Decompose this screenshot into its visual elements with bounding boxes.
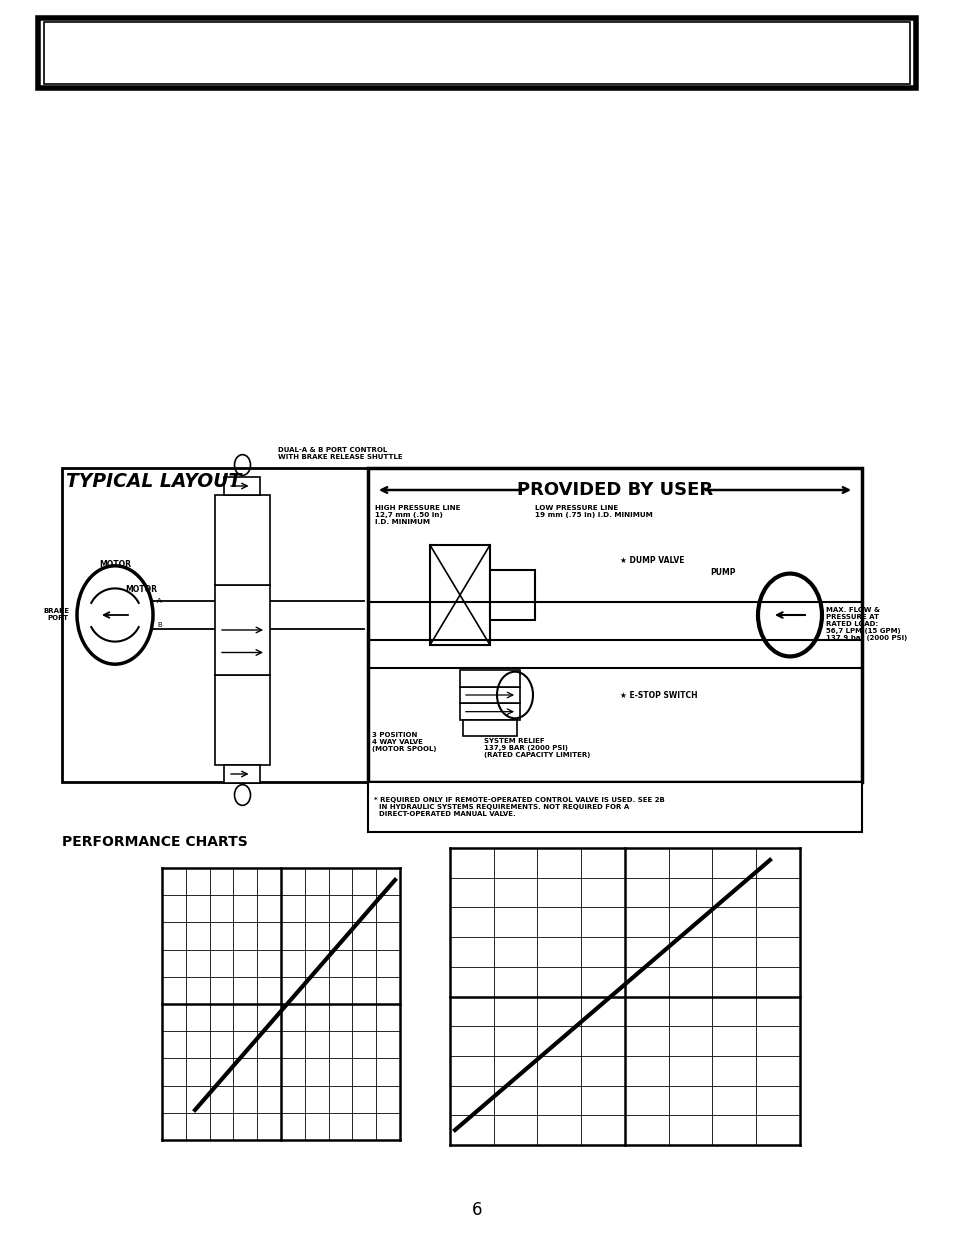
Text: DUAL-A & B PORT CONTROL
WITH BRAKE RELEASE SHUTTLE: DUAL-A & B PORT CONTROL WITH BRAKE RELEA… [277, 447, 402, 459]
FancyBboxPatch shape [459, 671, 519, 687]
FancyBboxPatch shape [430, 545, 490, 645]
Text: PERFORMANCE CHARTS: PERFORMANCE CHARTS [62, 835, 248, 848]
Text: MOTOR: MOTOR [99, 559, 131, 569]
FancyBboxPatch shape [490, 571, 535, 620]
Text: * REQUIRED ONLY IF REMOTE-OPERATED CONTROL VALVE IS USED. SEE 2B
  IN HYDRAULIC : * REQUIRED ONLY IF REMOTE-OPERATED CONTR… [374, 797, 664, 818]
FancyBboxPatch shape [459, 687, 519, 704]
Text: ★ DUMP VALVE: ★ DUMP VALVE [619, 556, 684, 564]
Text: A: A [157, 598, 162, 604]
Text: ★ E-STOP SWITCH: ★ E-STOP SWITCH [619, 690, 697, 699]
Text: BRAKE
PORT: BRAKE PORT [43, 609, 69, 621]
Text: MAX. FLOW &
PRESSURE AT
RATED LOAD:
56,7 LPM (15 GPM)
137,9 bar (2000 PSI): MAX. FLOW & PRESSURE AT RATED LOAD: 56,7… [825, 606, 906, 641]
FancyBboxPatch shape [224, 477, 260, 495]
Text: PUMP: PUMP [709, 568, 735, 577]
FancyBboxPatch shape [224, 764, 260, 783]
FancyBboxPatch shape [38, 19, 915, 88]
Text: PROVIDED BY USER: PROVIDED BY USER [517, 480, 712, 499]
Text: TYPICAL LAYOUT: TYPICAL LAYOUT [66, 472, 241, 492]
FancyBboxPatch shape [62, 468, 862, 782]
Text: SYSTEM RELIEF
137,9 BAR (2000 PSI)
(RATED CAPACITY LIMITER): SYSTEM RELIEF 137,9 BAR (2000 PSI) (RATE… [483, 739, 590, 758]
FancyBboxPatch shape [214, 585, 270, 676]
Text: 3 POSITION
4 WAY VALVE
(MOTOR SPOOL): 3 POSITION 4 WAY VALVE (MOTOR SPOOL) [372, 732, 436, 752]
FancyBboxPatch shape [459, 704, 519, 720]
FancyBboxPatch shape [368, 782, 862, 832]
FancyBboxPatch shape [368, 468, 862, 782]
FancyBboxPatch shape [44, 22, 909, 84]
FancyBboxPatch shape [214, 495, 270, 585]
FancyBboxPatch shape [462, 720, 517, 736]
Text: HIGH PRESSURE LINE
12,7 mm (.50 in)
I.D. MINIMUM: HIGH PRESSURE LINE 12,7 mm (.50 in) I.D.… [375, 505, 460, 525]
Text: 6: 6 [471, 1200, 482, 1219]
FancyBboxPatch shape [214, 676, 270, 764]
Text: LOW PRESSURE LINE
19 mm (.75 in) I.D. MINIMUM: LOW PRESSURE LINE 19 mm (.75 in) I.D. MI… [535, 505, 652, 517]
Text: B: B [157, 622, 162, 629]
Text: MOTOR: MOTOR [125, 585, 157, 594]
